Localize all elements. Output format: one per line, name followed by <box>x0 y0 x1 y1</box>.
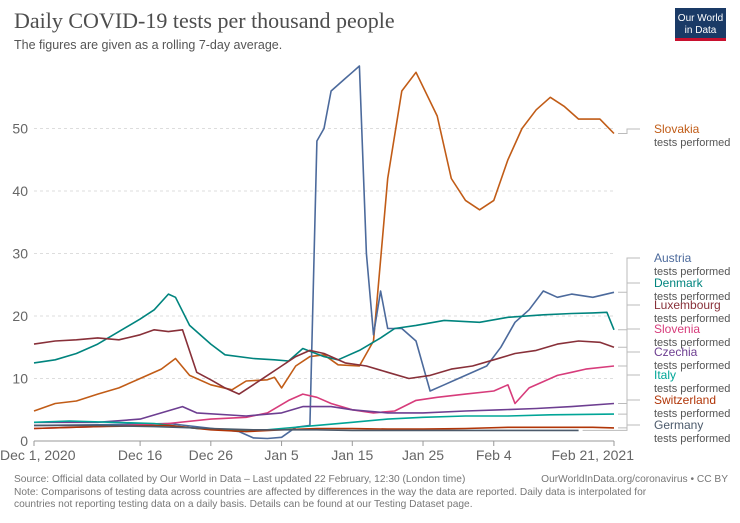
legend-sublabel: tests performed <box>654 266 730 278</box>
legend-sublabel: tests performed <box>654 408 730 420</box>
logo-line-1: Our World <box>677 13 724 24</box>
chart-title: Daily COVID-19 tests per thousand people <box>14 8 395 33</box>
series-line-luxembourg <box>33 329 615 395</box>
legend-connector <box>582 424 640 431</box>
note-line-2: countries not reporting testing data on … <box>14 499 473 510</box>
series-line-slovakia <box>33 71 615 412</box>
chart-subtitle: The figures are given as a rolling 7-day… <box>14 38 283 52</box>
legend-label-austria: Austria <box>654 251 692 265</box>
legend-connector <box>618 282 640 331</box>
legend-sublabel: tests performed <box>654 433 730 445</box>
legend-sublabel: tests performed <box>654 337 730 349</box>
y-tick-label: 30 <box>12 246 28 262</box>
series-line-denmark <box>33 293 615 364</box>
legend-sublabel: tests performed <box>654 291 730 303</box>
footer: Source: Official data collated by Our Wo… <box>14 474 728 512</box>
x-tick-label: Jan 5 <box>264 447 298 463</box>
legend-label-slovakia: Slovakia <box>654 122 700 136</box>
series-line-germany <box>34 424 579 432</box>
legend-label-italy: Italy <box>654 368 676 382</box>
x-tick-label: Dec 16 <box>118 447 163 463</box>
legend-connector <box>618 374 640 415</box>
x-tick-label: Jan 25 <box>402 447 444 463</box>
x-tick-label: Feb 21, 2021 <box>551 447 634 463</box>
owid-logo[interactable]: Our World in Data <box>675 8 726 41</box>
legend-connector <box>618 257 640 293</box>
y-tick-label: 40 <box>12 183 28 199</box>
series-line-austria <box>33 65 615 440</box>
x-tick-label: Dec 1, 2020 <box>0 447 76 463</box>
series-line-slovenia <box>33 365 615 430</box>
y-tick-label: 10 <box>12 371 28 387</box>
y-tick-label: 0 <box>20 433 28 449</box>
legend-label-czechia: Czechia <box>654 345 698 359</box>
source-link[interactable]: OurWorldInData.org/coronavirus • CC BY <box>541 474 728 485</box>
series-line-italy <box>33 413 615 432</box>
x-tick-label: Feb 4 <box>476 447 512 463</box>
legend-label-luxembourg: Luxembourg <box>654 298 721 312</box>
legend-connector <box>618 351 640 404</box>
legend-sublabel: tests performed <box>654 313 730 325</box>
y-tick-label: 20 <box>12 308 28 324</box>
logo-accent-bar <box>675 38 726 41</box>
line-chart: 0 10 20 30 40 50 Dec 1, 2020 Dec 16 Dec 26 Jan 5 J… <box>0 65 730 463</box>
legend-sublabel: tests performed <box>654 360 730 372</box>
legend-label-germany: Germany <box>654 418 703 432</box>
legend-connector <box>618 328 640 367</box>
note-line-1: Note: Comparisons of testing data across… <box>14 486 647 498</box>
logo-line-2: in Data <box>684 25 717 36</box>
x-tick-label: Dec 26 <box>189 447 234 463</box>
legend-label-switzerland: Switzerland <box>654 393 716 407</box>
source-text: Source: Official data collated by Our Wo… <box>14 474 466 485</box>
legend-connector <box>618 304 640 348</box>
legend-connector <box>618 128 640 134</box>
legend-label-slovenia: Slovenia <box>654 322 700 336</box>
series-line-czechia <box>34 402 615 424</box>
legend-label-denmark: Denmark <box>654 276 704 290</box>
legend-sublabel: tests performed <box>654 383 730 395</box>
legend-sublabel: tests performed <box>654 137 730 149</box>
legend-connector <box>618 399 640 429</box>
y-tick-label: 50 <box>12 121 28 137</box>
x-tick-label: Jan 15 <box>331 447 373 463</box>
